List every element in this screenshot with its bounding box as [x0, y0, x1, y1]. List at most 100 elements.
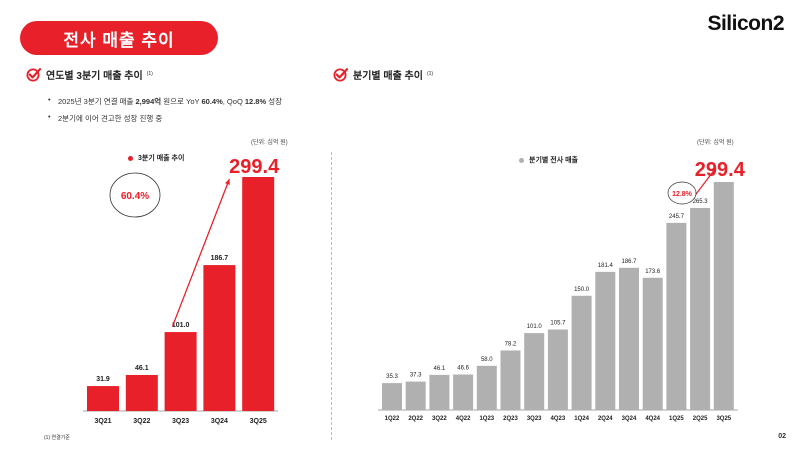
data-label: 78.2 [505, 341, 517, 347]
bullet-highlight: 2,994억 [135, 97, 162, 106]
bar-3q22 [429, 374, 450, 410]
bullet-text: 원으로 YoY [161, 97, 202, 106]
right-chart-legend: 분기별 전사 매출 [519, 155, 578, 165]
summary-bullets: 2025년 3분기 연결 매출 2,994억 원으로 YoY 60.4%, Qo… [48, 95, 283, 130]
data-label: 37.3 [410, 373, 422, 379]
bar-2q25 [690, 207, 711, 410]
legend-swatch [128, 155, 133, 161]
left-chart-unit: (단위: 십억 원) [251, 140, 288, 146]
x-tick-label: 3Q24 [622, 416, 637, 422]
bullet-text: 2025년 3분기 연결 매출 [58, 97, 136, 106]
bullet-highlight: 12.8% [244, 97, 267, 106]
x-tick-label: 4Q24 [645, 416, 660, 422]
bar-3q25 [713, 182, 734, 410]
x-tick-label: 3Q21 [94, 418, 111, 425]
bullet-text: 성장 [266, 97, 283, 106]
bullet-item: 2025년 3분기 연결 매출 2,994억 원으로 YoY 60.4%, Qo… [48, 95, 283, 107]
bar-3q24 [619, 267, 639, 410]
bullet-text: , QoQ [222, 97, 245, 106]
left-heading-footnote-mark: (1) [146, 71, 153, 77]
data-label: 46.1 [434, 366, 446, 372]
growth-badge-circle [667, 181, 697, 205]
left-legend-label: 3분기 매출 추이 [138, 155, 185, 162]
bar-3q21 [87, 386, 119, 411]
x-tick-label: 4Q23 [551, 416, 566, 422]
data-label: 101.0 [527, 324, 543, 330]
bar-3q23 [164, 332, 197, 411]
bar-3q24 [203, 265, 236, 411]
bar-2q24 [595, 271, 616, 410]
x-tick-label: 3Q23 [527, 416, 542, 422]
bar-4q23 [547, 329, 568, 410]
bullet-item: 2분기에 이어 견고한 성장 진행 중 [48, 112, 282, 124]
x-tick-label: 1Q25 [669, 416, 684, 422]
data-label: 101.0 [172, 322, 190, 329]
bar-3q25 [242, 177, 275, 411]
growth-badge-text: 12.8% [672, 191, 693, 198]
bar-1q24 [571, 295, 592, 410]
bar-4q22 [453, 374, 474, 410]
x-tick-label: 2Q23 [503, 416, 518, 422]
x-tick-label: 2Q24 [598, 416, 613, 422]
section-divider [331, 152, 332, 440]
x-tick-label: 1Q24 [574, 416, 589, 422]
x-tick-label: 3Q22 [133, 418, 150, 425]
right-section-heading: 분기별 매출 추이 (1) [333, 66, 433, 82]
growth-badge-circle [109, 172, 161, 218]
data-label: 245.7 [669, 214, 685, 220]
bar-1q23 [476, 365, 497, 410]
x-tick-label: 3Q22 [432, 416, 447, 422]
highlight-value-label: 299.4 [229, 156, 280, 178]
x-tick-label: 1Q22 [385, 416, 400, 422]
company-logo: Silicon2 [707, 12, 784, 35]
x-tick-label: 3Q24 [211, 418, 228, 425]
legend-swatch [519, 157, 524, 163]
bullet-text: 2분기에 이어 견고한 성장 진행 중 [58, 114, 163, 123]
bar-2q23 [500, 350, 521, 410]
data-label: 173.6 [645, 269, 661, 275]
x-tick-label: 4Q22 [456, 416, 471, 422]
bar-1q25 [666, 222, 687, 410]
check-circle-icon [333, 68, 349, 82]
page-title: 전사 매출 추이 [20, 21, 218, 55]
check-circle-icon [26, 68, 42, 82]
data-label: 186.7 [211, 255, 229, 262]
data-label: 46.1 [135, 365, 149, 372]
bar-3q22 [125, 374, 158, 411]
growth-arrow-head [711, 168, 716, 173]
bar-3q23 [524, 333, 545, 410]
data-label: 181.4 [598, 263, 614, 269]
right-section-heading-text: 분기별 매출 추이 [353, 70, 423, 82]
growth-badge-text: 60.4% [121, 191, 149, 202]
x-tick-label: 2Q25 [693, 416, 708, 422]
data-label: 105.7 [550, 321, 566, 327]
x-tick-label: 3Q25 [250, 418, 267, 425]
x-tick-label: 3Q25 [716, 416, 731, 422]
right-legend-label: 분기별 전사 매출 [529, 157, 578, 164]
data-label: 265.3 [693, 199, 709, 205]
data-label: 46.6 [457, 366, 469, 372]
bar-4q24 [642, 277, 663, 410]
data-label: 35.3 [386, 374, 398, 380]
growth-arrow-head [225, 179, 230, 185]
right-heading-footnote-mark: (1) [426, 71, 434, 77]
data-label: 31.9 [96, 376, 110, 383]
page-number: 02 [778, 433, 786, 440]
left-chart-legend: 3분기 매출 추이 [128, 153, 184, 163]
growth-arrow-line [171, 178, 231, 327]
data-label: 150.0 [574, 287, 590, 293]
bar-2q22 [405, 381, 426, 410]
footnote: (1) 연결기준 [44, 435, 70, 441]
x-tick-label: 1Q23 [479, 416, 494, 422]
right-chart-unit: (단위: 십억 원) [697, 140, 734, 146]
x-tick-label: 2Q22 [408, 416, 423, 422]
x-tick-label: 3Q23 [172, 418, 189, 425]
highlight-value-label: 299.4 [695, 159, 746, 181]
bullet-highlight: 60.4% [201, 97, 223, 106]
left-section-heading-text: 연도별 3분기 매출 추이 [46, 70, 143, 82]
data-label: 58.0 [481, 357, 493, 363]
left-section-heading: 연도별 3분기 매출 추이 (1) [26, 66, 153, 82]
bar-1q22 [382, 383, 402, 410]
